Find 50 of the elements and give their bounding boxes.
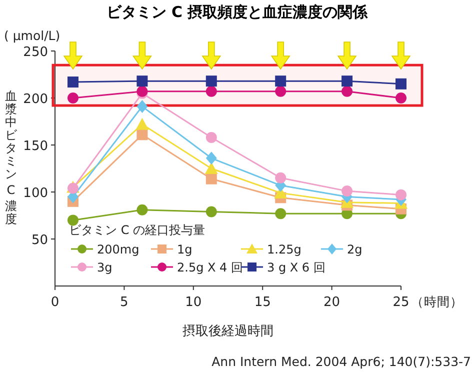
legend-label: 1.25g bbox=[267, 242, 302, 256]
point bbox=[275, 76, 286, 87]
legend-label: 3g bbox=[97, 260, 112, 274]
x-tick-label: 15 bbox=[254, 295, 271, 310]
point bbox=[275, 172, 286, 184]
x-axis-title: 摂取後経過時間 bbox=[182, 324, 274, 339]
point bbox=[396, 78, 406, 90]
text: Ann Intern Med. 2004 Apr6; 140(7):533-7 bbox=[212, 354, 471, 369]
legend-label: 1g bbox=[177, 242, 192, 256]
x-tick-label: 20 bbox=[324, 295, 340, 310]
point bbox=[136, 76, 148, 87]
point bbox=[67, 214, 78, 226]
legend-label: 2g bbox=[347, 242, 362, 256]
y-tick-label: 200 bbox=[23, 92, 48, 107]
point bbox=[136, 204, 148, 216]
y-tick-label: 150 bbox=[23, 139, 48, 154]
point bbox=[136, 118, 149, 130]
legend-label: 2.5g X 4 回 bbox=[177, 260, 243, 274]
point bbox=[275, 86, 286, 97]
point bbox=[206, 173, 217, 184]
point bbox=[342, 86, 353, 97]
y-tick-label: 100 bbox=[23, 186, 48, 201]
point bbox=[67, 76, 78, 88]
point bbox=[136, 129, 148, 140]
point bbox=[206, 86, 217, 97]
text: （時間） bbox=[411, 294, 463, 309]
point bbox=[275, 208, 286, 220]
legend-title: ビタミン C の経口投与量 bbox=[69, 223, 206, 237]
y-axis-title: 血漿中ビタミン C 濃度 bbox=[5, 89, 17, 226]
point bbox=[206, 152, 217, 165]
x-tick-label: 10 bbox=[185, 295, 202, 310]
y-tick-label: 50 bbox=[31, 233, 48, 248]
x-tick-label: 25 bbox=[392, 295, 410, 310]
point bbox=[206, 76, 217, 87]
y-tick-label: 250 bbox=[23, 45, 48, 60]
point bbox=[206, 132, 217, 143]
point bbox=[136, 100, 148, 113]
point bbox=[206, 206, 217, 218]
point bbox=[396, 189, 406, 200]
legend-label: 200mg bbox=[97, 242, 140, 256]
x-tick-label: 5 bbox=[120, 295, 128, 310]
x-tick-label: 0 bbox=[50, 295, 60, 310]
point bbox=[396, 92, 406, 104]
title: ビタミン C 摂取頻度と血症濃度の関係 bbox=[106, 3, 368, 21]
legend-label: 3 g X 6 回 bbox=[267, 260, 326, 274]
point bbox=[342, 186, 353, 197]
point bbox=[342, 76, 353, 87]
point bbox=[204, 162, 218, 174]
point bbox=[67, 92, 78, 104]
text: ( μmol/L) bbox=[4, 28, 60, 43]
